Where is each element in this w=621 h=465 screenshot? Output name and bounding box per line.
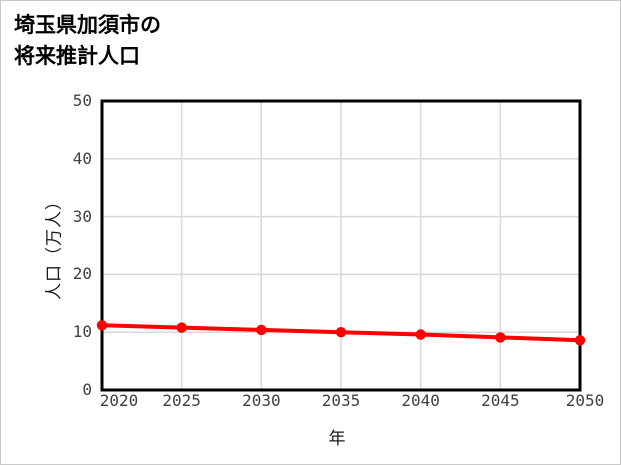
y-tick-label: 0 (82, 380, 92, 399)
data-point-marker (96, 320, 108, 331)
x-tick-label: 2030 (242, 391, 281, 410)
x-tick-label: 2050 (565, 391, 605, 410)
chart-title: 埼玉県加須市の 将来推計人口 (14, 10, 161, 72)
data-point-marker (415, 329, 426, 340)
data-point-marker (574, 335, 586, 346)
y-tick-label: 10 (72, 322, 92, 342)
x-tick-label: 2045 (481, 391, 520, 410)
x-tick-label: 2025 (162, 391, 201, 410)
x-axis-title: 年 (328, 429, 346, 449)
x-tick-label: 2035 (321, 391, 361, 410)
data-point-marker (256, 324, 267, 336)
data-point-marker (495, 332, 506, 343)
x-tick-label: 2040 (401, 391, 440, 410)
chart-title-line2: 将来推計人口 (14, 44, 140, 68)
y-tick-label: 40 (72, 148, 92, 168)
data-point-marker (176, 322, 187, 333)
data-point-marker (335, 327, 347, 338)
chart-title-line1: 埼玉県加須市の (14, 13, 161, 37)
x-tick-label: 2020 (99, 391, 139, 410)
y-tick-label: 30 (72, 206, 92, 226)
plot-frame (100, 99, 582, 392)
y-tick-label: 20 (72, 264, 92, 284)
y-tick-label: 50 (72, 91, 92, 110)
